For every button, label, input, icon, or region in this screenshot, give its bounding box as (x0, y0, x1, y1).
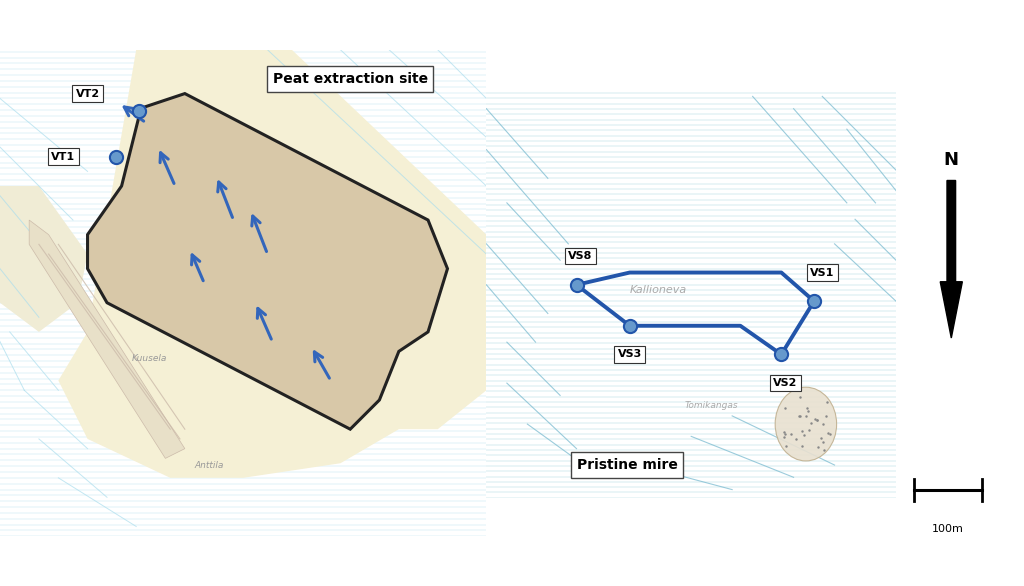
Text: VT2: VT2 (76, 88, 99, 98)
Polygon shape (0, 186, 87, 332)
Text: Kallioneva: Kallioneva (630, 285, 687, 295)
Text: VS3: VS3 (617, 349, 642, 359)
Polygon shape (58, 50, 486, 478)
Point (806, 297, 822, 306)
Point (568, 280, 585, 289)
Text: VT1: VT1 (51, 152, 76, 162)
Text: Kuusela: Kuusela (131, 354, 167, 363)
Text: 100m: 100m (932, 524, 965, 534)
Ellipse shape (775, 387, 837, 461)
Polygon shape (29, 220, 184, 458)
Text: Tomikangas: Tomikangas (685, 401, 738, 410)
Polygon shape (87, 94, 447, 429)
Text: VS1: VS1 (810, 268, 835, 278)
Point (622, 321, 638, 331)
Text: Anttila: Anttila (195, 461, 224, 470)
Text: Pristine mire: Pristine mire (577, 458, 678, 472)
Point (108, 152, 124, 162)
Text: VS8: VS8 (568, 251, 593, 261)
Point (773, 350, 790, 359)
Text: N: N (944, 151, 958, 169)
Text: VS2: VS2 (773, 378, 798, 388)
FancyArrow shape (940, 180, 963, 338)
Point (130, 106, 146, 115)
Text: Peat extraction site: Peat extraction site (272, 72, 428, 86)
